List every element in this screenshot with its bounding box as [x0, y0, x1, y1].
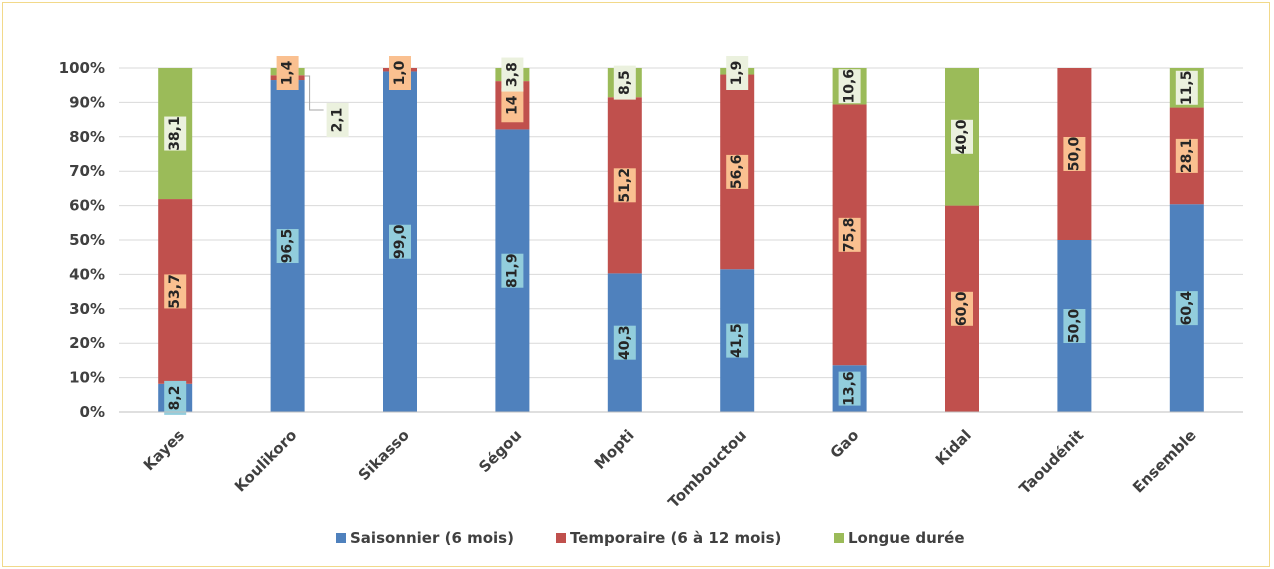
legend-swatch [834, 533, 844, 543]
data-label-box [1175, 291, 1198, 326]
data-label-box [838, 217, 861, 252]
legend-label: Temporaire (6 à 12 mois) [570, 529, 781, 547]
data-label-box [613, 168, 636, 203]
data-label-box [726, 56, 749, 90]
data-label: 1,4 [280, 60, 296, 85]
data-label-box [951, 119, 973, 154]
data-label: 3,8 [504, 62, 520, 87]
data-label: 60,0 [954, 291, 970, 326]
data-label: 2,1 [330, 108, 346, 133]
data-label: 40,3 [617, 325, 633, 360]
data-label-box [838, 371, 861, 406]
data-label: 40,0 [954, 119, 970, 154]
legend: Saisonnier (6 mois) Temporaire (6 à 12 mo… [336, 529, 965, 547]
data-label: 99,0 [392, 224, 408, 259]
data-label-box [501, 88, 524, 123]
data-label-box [1175, 138, 1198, 173]
y-tick-label: 30% [69, 300, 105, 318]
data-label-box [276, 229, 299, 264]
x-tick-label: Mopti [591, 426, 638, 473]
y-tick-label: 80% [69, 128, 105, 146]
data-label: 8,5 [617, 70, 633, 95]
y-tick-label: 20% [69, 334, 105, 352]
data-label-box [164, 380, 187, 415]
data-label-box [613, 65, 636, 100]
leader-line [304, 75, 324, 111]
data-label: 81,9 [504, 253, 520, 288]
data-label: 38,1 [167, 116, 183, 151]
data-label: 10,6 [842, 69, 858, 104]
data-label-box [726, 323, 749, 358]
data-label-box [1063, 137, 1086, 171]
data-label: 11,5 [1179, 71, 1195, 106]
data-label-box [1063, 309, 1086, 343]
data-labels: 8,2 53,7 38,1 96,5 1,4 2,1 99,0 1,0 81,9 14 3,8 40,… [164, 56, 1198, 415]
data-label: 96,5 [280, 229, 296, 264]
data-label: 56,6 [729, 155, 745, 190]
y-tick-label: 0% [80, 403, 105, 421]
data-label: 14 [504, 95, 520, 115]
y-tick-label: 70% [69, 162, 105, 180]
data-label: 1,9 [729, 61, 745, 86]
x-tick-label: Ensemble [1129, 426, 1200, 497]
x-axis: Kayes Koulikoro Sikasso Ségou Mopti Tomboucto… [119, 411, 1243, 512]
data-label-box [164, 274, 187, 309]
x-tick-label: Koulikoro [231, 426, 300, 495]
stacked-bar-chart: 0% 10% 20% 30% 40% 50% 60% 70% 80% 90% 100% 8,2 53,… [59, 56, 1243, 547]
y-tick-label: 100% [59, 59, 105, 77]
data-label-box [164, 116, 187, 151]
y-tick-label: 60% [69, 197, 105, 215]
data-label: 1,0 [392, 60, 408, 85]
data-label: 13,6 [842, 371, 858, 406]
data-label-box [501, 253, 524, 288]
data-label: 53,7 [167, 274, 183, 309]
y-tick-label: 10% [69, 369, 105, 387]
x-tick-label: Sikasso [355, 426, 413, 484]
gridlines [119, 67, 1243, 413]
y-tick-label: 50% [69, 231, 105, 249]
data-label-box [726, 154, 749, 189]
data-label: 51,2 [617, 168, 633, 203]
x-tick-label: Kidal [932, 426, 975, 469]
x-tick-label: Kayes [140, 426, 188, 474]
x-tick-label: Taoudénit [1016, 426, 1088, 498]
data-label: 41,5 [729, 323, 745, 358]
data-label-box [613, 325, 636, 360]
data-label-box [838, 69, 861, 104]
legend-swatch [556, 533, 566, 543]
y-tick-label: 90% [69, 93, 105, 111]
legend-label: Longue durée [848, 529, 965, 547]
data-label-box [389, 56, 411, 90]
data-label-box [389, 224, 411, 259]
data-label-box [501, 57, 524, 92]
x-tick-label: Tombouctou [665, 426, 751, 512]
data-label: 8,2 [167, 385, 183, 410]
data-label-box [1175, 70, 1198, 105]
data-label-box [276, 56, 299, 90]
data-label: 75,8 [842, 218, 858, 253]
data-label: 50,0 [1066, 308, 1082, 343]
data-label: 28,1 [1179, 139, 1195, 174]
legend-swatch [336, 533, 346, 543]
data-label: 50,0 [1066, 136, 1082, 171]
data-label: 60,4 [1179, 291, 1195, 326]
y-axis: 0% 10% 20% 30% 40% 50% 60% 70% 80% 90% 100% [59, 59, 105, 421]
y-tick-label: 40% [69, 265, 105, 283]
legend-label: Saisonnier (6 mois) [350, 529, 514, 547]
x-tick-label: Gao [827, 426, 863, 462]
data-label-box [326, 103, 349, 137]
data-label-box [951, 291, 973, 326]
x-tick-label: Ségou [475, 426, 525, 476]
